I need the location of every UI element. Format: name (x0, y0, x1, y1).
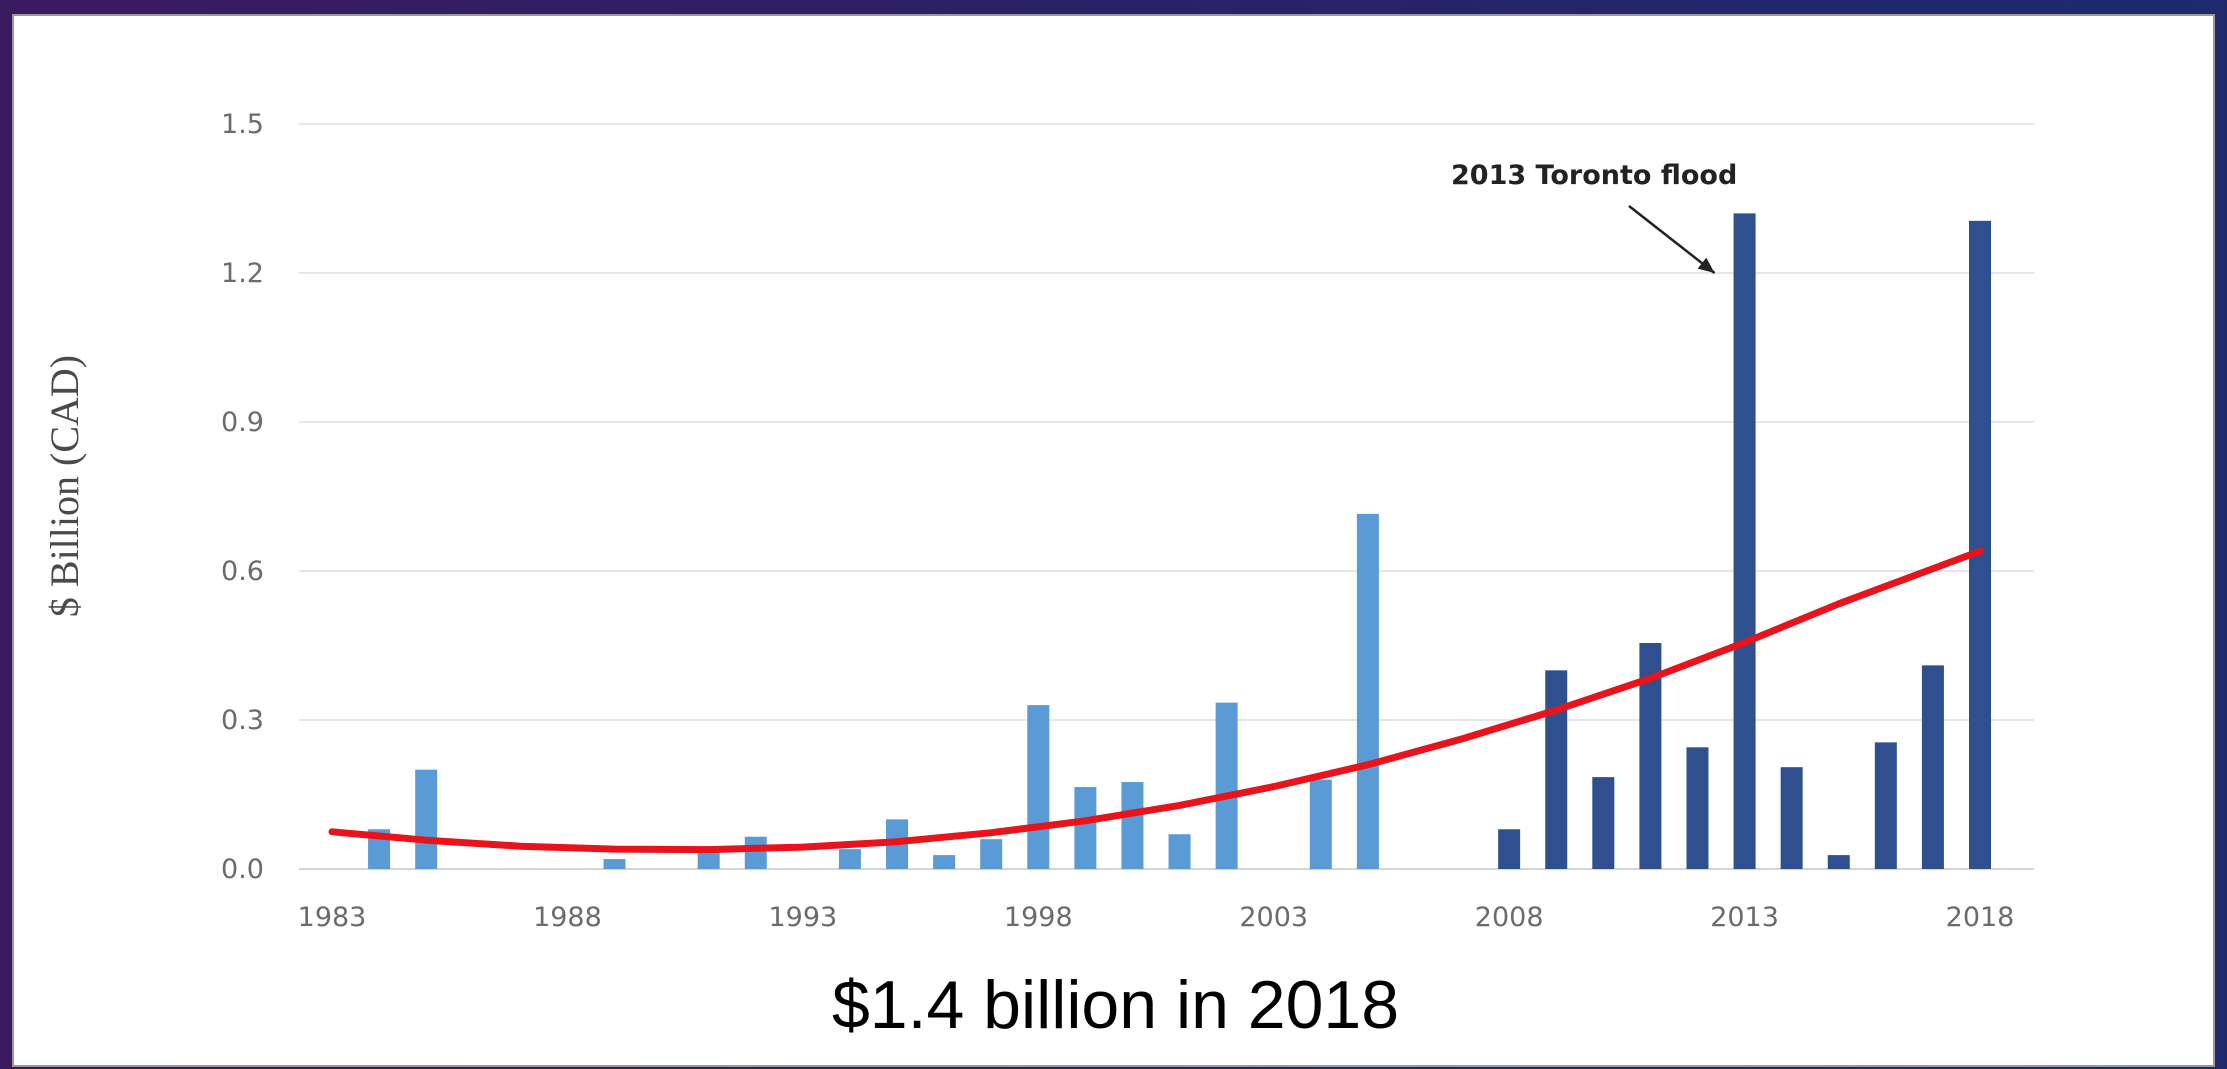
bar (933, 855, 956, 869)
bar (1827, 855, 1850, 869)
bar (1874, 742, 1897, 869)
y-tick-label: 0.0 (221, 854, 264, 885)
x-tick-label: 1988 (533, 902, 602, 933)
x-tick-label: 2003 (1239, 902, 1308, 933)
y-axis-ticks: 0.0 0.3 0.6 0.9 1.2 1.5 (221, 109, 264, 885)
bar (603, 859, 626, 869)
y-tick-label: 1.2 (221, 258, 264, 289)
bar (1545, 670, 1568, 869)
y-tick-label: 1.5 (221, 109, 264, 140)
x-tick-label: 2008 (1475, 902, 1544, 933)
bar (980, 839, 1003, 869)
flood-damage-chart: 0.0 0.3 0.6 0.9 1.2 1.5 1983 1988 1993 1998 2003 2… (42, 109, 2034, 933)
bar (1356, 513, 1379, 869)
bar (838, 849, 861, 869)
bar (1074, 787, 1097, 869)
bar (1780, 767, 1803, 869)
bar (1686, 747, 1709, 869)
bar (1498, 829, 1521, 869)
annotation-label: 2013 Toronto flood (1451, 160, 1737, 191)
x-tick-label: 1983 (298, 902, 367, 933)
bar (1027, 705, 1050, 869)
bars (368, 213, 1991, 870)
bar (1121, 782, 1144, 869)
y-tick-label: 0.9 (221, 407, 264, 438)
y-tick-label: 0.3 (221, 705, 264, 736)
bar (744, 836, 767, 869)
bar (697, 849, 720, 869)
bar (1592, 777, 1615, 869)
bar (1969, 220, 1991, 870)
bar (1215, 702, 1238, 869)
trendline (328, 547, 1984, 854)
annotation-arrowhead (1697, 257, 1715, 273)
x-tick-label: 1993 (768, 902, 837, 933)
y-axis-label: $ Billion (CAD) (42, 355, 87, 617)
y-tick-label: 0.6 (221, 556, 264, 587)
bar (1639, 643, 1662, 869)
x-tick-label: 1998 (1004, 902, 1073, 933)
bar (1733, 213, 1756, 869)
x-tick-label: 2013 (1710, 902, 1779, 933)
annotation-arrow (1628, 205, 1716, 274)
annotation: 2013 Toronto flood (1451, 160, 1737, 274)
chart-caption: $1.4 billion in 2018 (831, 967, 1400, 1043)
bar (1168, 834, 1191, 869)
bar (1309, 779, 1332, 869)
x-axis-ticks: 1983 1988 1993 1998 2003 2008 2013 2018 (298, 902, 2015, 933)
chart-panel: 0.0 0.3 0.6 0.9 1.2 1.5 1983 1988 1993 1998 2003 2… (12, 14, 2215, 1067)
x-tick-label: 2018 (1946, 902, 2015, 933)
trendline-curve (328, 547, 1984, 854)
bar (1921, 665, 1944, 869)
gridlines (299, 123, 2034, 870)
bar (415, 769, 438, 869)
